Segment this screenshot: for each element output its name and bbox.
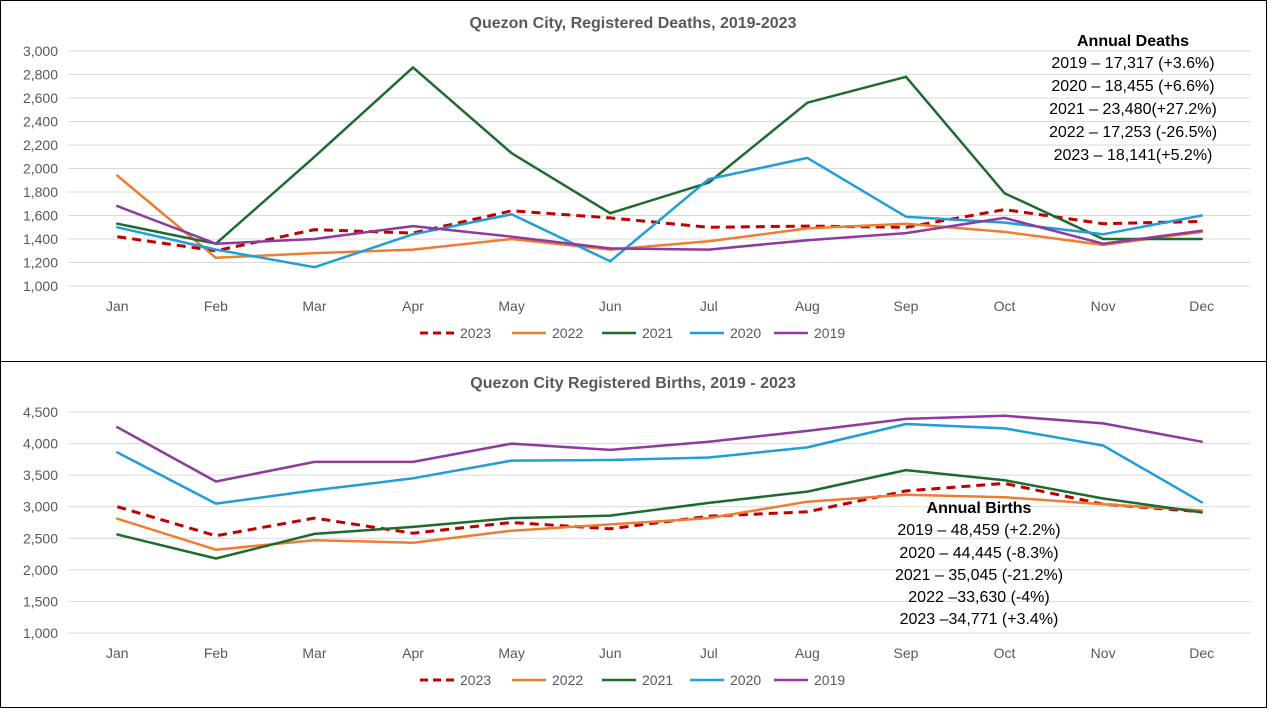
y-tick-label: 2,000 xyxy=(23,562,58,578)
legend-label-2019: 2019 xyxy=(814,672,845,688)
x-tick-label: Nov xyxy=(1091,298,1116,314)
y-tick-label: 1,200 xyxy=(23,255,58,271)
deaths-chart: 1,000 1,200 1,400 1,600 1,800 2,000 2,200 2,400… xyxy=(23,43,1251,341)
y-tick-label: 1,000 xyxy=(23,625,58,641)
x-tick-label: Mar xyxy=(302,645,326,661)
legend-label-2023: 2023 xyxy=(460,325,491,341)
x-tick-label: Dec xyxy=(1189,298,1214,314)
x-tick-label: Oct xyxy=(994,298,1016,314)
annual-births-annotation: Annual Births 2019 – 48,459 (+2.2%) 2020… xyxy=(895,500,1063,628)
x-tick-label: Jun xyxy=(599,645,622,661)
legend-label-2020: 2020 xyxy=(730,672,761,688)
annual-births-heading: Annual Births xyxy=(927,500,1032,517)
legend-label-2021: 2021 xyxy=(642,325,673,341)
series-line-2019 xyxy=(116,204,1203,251)
y-tick-label: 2,500 xyxy=(23,530,58,546)
births-chart: 1,000 1,500 2,000 2,500 3,000 3,500 4,000 4,500… xyxy=(23,404,1251,688)
annual-births-line: 2022 –33,630 (-4%) xyxy=(908,589,1049,606)
annual-deaths-line: 2021 – 23,480(+27.2%) xyxy=(1049,101,1217,118)
series-line-2022 xyxy=(116,174,1203,260)
y-tick-label: 4,000 xyxy=(23,436,58,452)
x-tick-label: Sep xyxy=(893,645,918,661)
deaths-legend: 2023 2022 2021 2020 2019 xyxy=(420,325,845,341)
legend-label-2019: 2019 xyxy=(814,325,845,341)
x-tick-label: Feb xyxy=(204,298,228,314)
annual-births-line: 2020 – 44,445 (-8.3%) xyxy=(899,545,1058,562)
x-tick-label: Apr xyxy=(402,645,424,661)
y-tick-label: 3,000 xyxy=(23,499,58,515)
y-tick-label: 2,400 xyxy=(23,114,58,130)
series-line-2022 xyxy=(116,493,1203,551)
series-line-2021 xyxy=(116,468,1203,560)
x-tick-label: Jan xyxy=(106,298,129,314)
births-legend: 2023 2022 2021 2020 2019 xyxy=(420,672,845,688)
series-line-2020 xyxy=(116,156,1203,269)
legend-label-2020: 2020 xyxy=(730,325,761,341)
x-tick-label: Apr xyxy=(402,298,424,314)
annual-deaths-line: 2019 – 17,317 (+3.6%) xyxy=(1051,55,1214,72)
x-tick-label: Jun xyxy=(599,298,622,314)
annual-births-line: 2021 – 35,045 (-21.2%) xyxy=(895,567,1063,584)
births-chart-title: Quezon City Registered Births, 2019 - 20… xyxy=(470,375,796,392)
x-tick-label: Oct xyxy=(994,645,1016,661)
legend-label-2021: 2021 xyxy=(642,672,673,688)
x-tick-label: Jan xyxy=(106,645,129,661)
annual-deaths-annotation: Annual Deaths 2019 – 17,317 (+3.6%) 2020… xyxy=(1049,33,1217,164)
x-tick-label: May xyxy=(498,298,524,314)
x-tick-label: Dec xyxy=(1189,645,1214,661)
y-tick-label: 2,000 xyxy=(23,161,58,177)
legend-label-2022: 2022 xyxy=(552,325,583,341)
y-tick-label: 1,000 xyxy=(23,278,58,294)
x-tick-label: Jul xyxy=(700,298,718,314)
annual-births-line: 2019 – 48,459 (+2.2%) xyxy=(897,522,1060,539)
annual-births-line: 2023 –34,771 (+3.4%) xyxy=(900,611,1059,628)
births-chart-frame xyxy=(0,361,1267,708)
x-tick-label: Feb xyxy=(204,645,228,661)
x-tick-label: Jul xyxy=(700,645,718,661)
series-line-2021 xyxy=(116,66,1203,245)
legend-label-2022: 2022 xyxy=(552,672,583,688)
annual-deaths-heading: Annual Deaths xyxy=(1077,33,1189,50)
annual-deaths-line: 2023 – 18,141(+5.2%) xyxy=(1054,147,1213,164)
y-tick-label: 1,800 xyxy=(23,184,58,200)
x-tick-label: Aug xyxy=(795,645,820,661)
y-tick-label: 1,600 xyxy=(23,208,58,224)
y-tick-label: 1,400 xyxy=(23,231,58,247)
x-tick-label: Mar xyxy=(302,298,326,314)
y-tick-label: 2,200 xyxy=(23,137,58,153)
y-tick-label: 2,600 xyxy=(23,90,58,106)
annual-deaths-line: 2020 – 18,455 (+6.6%) xyxy=(1051,78,1214,95)
y-tick-label: 4,500 xyxy=(23,404,58,420)
deaths-chart-title: Quezon City, Registered Deaths, 2019-202… xyxy=(470,15,797,32)
y-tick-label: 2,800 xyxy=(23,67,58,83)
legend-label-2023: 2023 xyxy=(460,672,491,688)
series-line-2019 xyxy=(116,414,1203,483)
series-line-2020 xyxy=(116,422,1203,505)
y-tick-label: 3,500 xyxy=(23,467,58,483)
x-tick-label: Aug xyxy=(795,298,820,314)
x-tick-label: May xyxy=(498,645,524,661)
series-line-2023 xyxy=(117,208,1202,253)
annual-deaths-line: 2022 – 17,253 (-26.5%) xyxy=(1049,124,1217,141)
deaths-chart-frame xyxy=(0,0,1267,362)
x-tick-label: Nov xyxy=(1091,645,1116,661)
y-tick-label: 1,500 xyxy=(23,593,58,609)
y-tick-label: 3,000 xyxy=(23,43,58,59)
x-tick-label: Sep xyxy=(893,298,918,314)
series-line-2023 xyxy=(116,481,1202,538)
